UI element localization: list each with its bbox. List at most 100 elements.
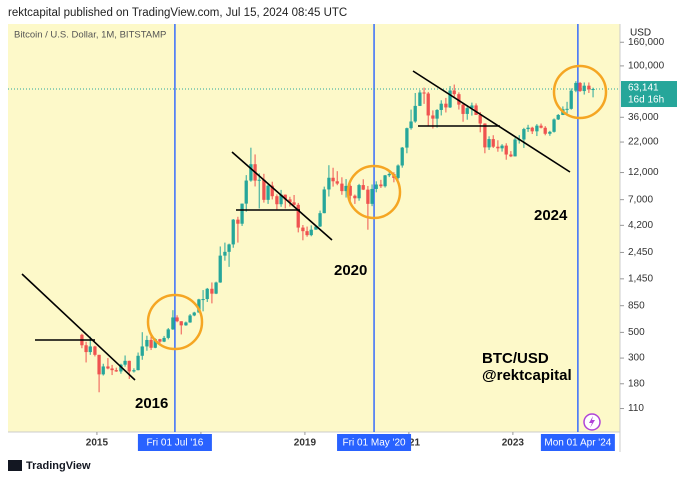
candle-body — [366, 189, 370, 204]
candle-body — [231, 219, 235, 245]
annotations: 2016 2020 2024 BTC/USD @rektcapital — [135, 207, 572, 412]
annotation: 2016 — [135, 395, 168, 412]
candle-body — [439, 103, 443, 110]
candle-body — [188, 315, 192, 323]
annotation: 2024 — [534, 207, 568, 224]
candle-body — [270, 185, 274, 197]
candle-body — [465, 108, 469, 114]
x-tick-label: 2015 — [86, 438, 109, 449]
candle-body — [578, 82, 582, 92]
y-tick-label: 1,450 — [628, 273, 653, 284]
x-tick-label: 2019 — [294, 438, 317, 449]
candle-body — [257, 179, 261, 181]
candle-body — [409, 121, 413, 129]
annotation: @rektcapital — [482, 367, 572, 384]
y-tick-label: 7,000 — [628, 194, 653, 205]
candle-body — [314, 226, 318, 230]
candle-body — [110, 368, 114, 371]
tv-logo — [8, 460, 22, 471]
candle-body — [175, 317, 179, 322]
candle-body — [344, 185, 348, 192]
candle-body — [296, 204, 300, 228]
y-tick-label: 2,450 — [628, 247, 653, 258]
candle-body — [587, 85, 591, 90]
candle-body — [210, 288, 214, 294]
candle-body — [548, 131, 552, 134]
subtitle: Bitcoin / U.S. Dollar, 1M, BITSTAMP — [14, 30, 166, 41]
candle-body — [227, 244, 231, 252]
alert-icon-bolt — [589, 416, 595, 428]
candle-body — [309, 229, 313, 236]
trend-line — [21, 273, 136, 381]
candle-body — [552, 119, 556, 132]
last-price-bg — [621, 81, 677, 108]
candle-body — [400, 147, 404, 166]
candle-body — [192, 312, 196, 316]
plot-bg — [8, 24, 620, 432]
candle-body — [240, 203, 244, 224]
candle-body — [162, 337, 166, 342]
candle-body — [84, 345, 88, 353]
candle-body — [236, 219, 240, 224]
candle-body — [526, 127, 530, 130]
marker-label: Fri 01 Jul '16 — [146, 438, 203, 449]
candle-body — [569, 90, 573, 109]
candle-body — [539, 125, 543, 128]
candle-body — [145, 339, 149, 347]
candle-body — [184, 322, 188, 326]
candle-body — [214, 282, 218, 294]
brand: TradingView — [26, 460, 91, 472]
candle-body — [496, 146, 500, 149]
candle-body — [327, 177, 331, 190]
candle-body — [140, 346, 144, 356]
candle-body — [279, 194, 283, 205]
candle-body — [179, 321, 183, 326]
candle-body — [374, 184, 378, 189]
candle-body — [244, 180, 248, 204]
candle-body — [197, 299, 201, 313]
candle-body — [88, 346, 92, 353]
candle-body — [153, 339, 157, 348]
candle-body — [288, 199, 292, 203]
annotation: BTC/USD — [482, 350, 549, 367]
candle-body — [361, 185, 365, 190]
candle-body — [205, 288, 209, 300]
y-tick-label: 4,200 — [628, 220, 653, 231]
candle-body — [405, 128, 409, 148]
candle-body — [396, 165, 400, 178]
candle-body — [565, 108, 569, 110]
candle-body — [370, 188, 374, 204]
y-tick-label: 12,000 — [628, 167, 659, 178]
candle-body — [448, 90, 452, 108]
candle-body — [474, 105, 478, 115]
candle-body — [530, 127, 534, 132]
marker-label-bg — [540, 434, 615, 451]
candle-body — [127, 360, 131, 372]
candle-body — [201, 299, 205, 301]
marker-label: Mon 01 Apr '24 — [544, 438, 611, 449]
candle-body — [535, 125, 539, 132]
x-tick-label: 2023 — [502, 438, 525, 449]
candle-body — [266, 185, 270, 200]
candle-body — [348, 185, 352, 196]
candle-body — [574, 82, 578, 91]
highlight-circle — [146, 293, 204, 351]
y-tick-label: 180 — [628, 378, 645, 389]
candle-body — [422, 92, 426, 94]
marker-label: Fri 01 May '20 — [343, 438, 406, 449]
candle-body — [335, 181, 339, 184]
y-tick-label: 100,000 — [628, 61, 665, 72]
trend-line — [231, 151, 333, 241]
highlight-circle — [346, 164, 402, 220]
y-tick-label: 160,000 — [628, 37, 665, 48]
candle-body — [457, 94, 461, 105]
candle-body — [322, 189, 326, 214]
candle-body — [318, 213, 322, 227]
candle-body — [223, 251, 227, 256]
candle-body — [101, 366, 105, 375]
candle-body — [387, 174, 391, 176]
candle-body — [582, 85, 586, 92]
candle-body — [379, 184, 383, 187]
annotation: 2020 — [334, 262, 367, 279]
candle-body — [158, 339, 162, 342]
